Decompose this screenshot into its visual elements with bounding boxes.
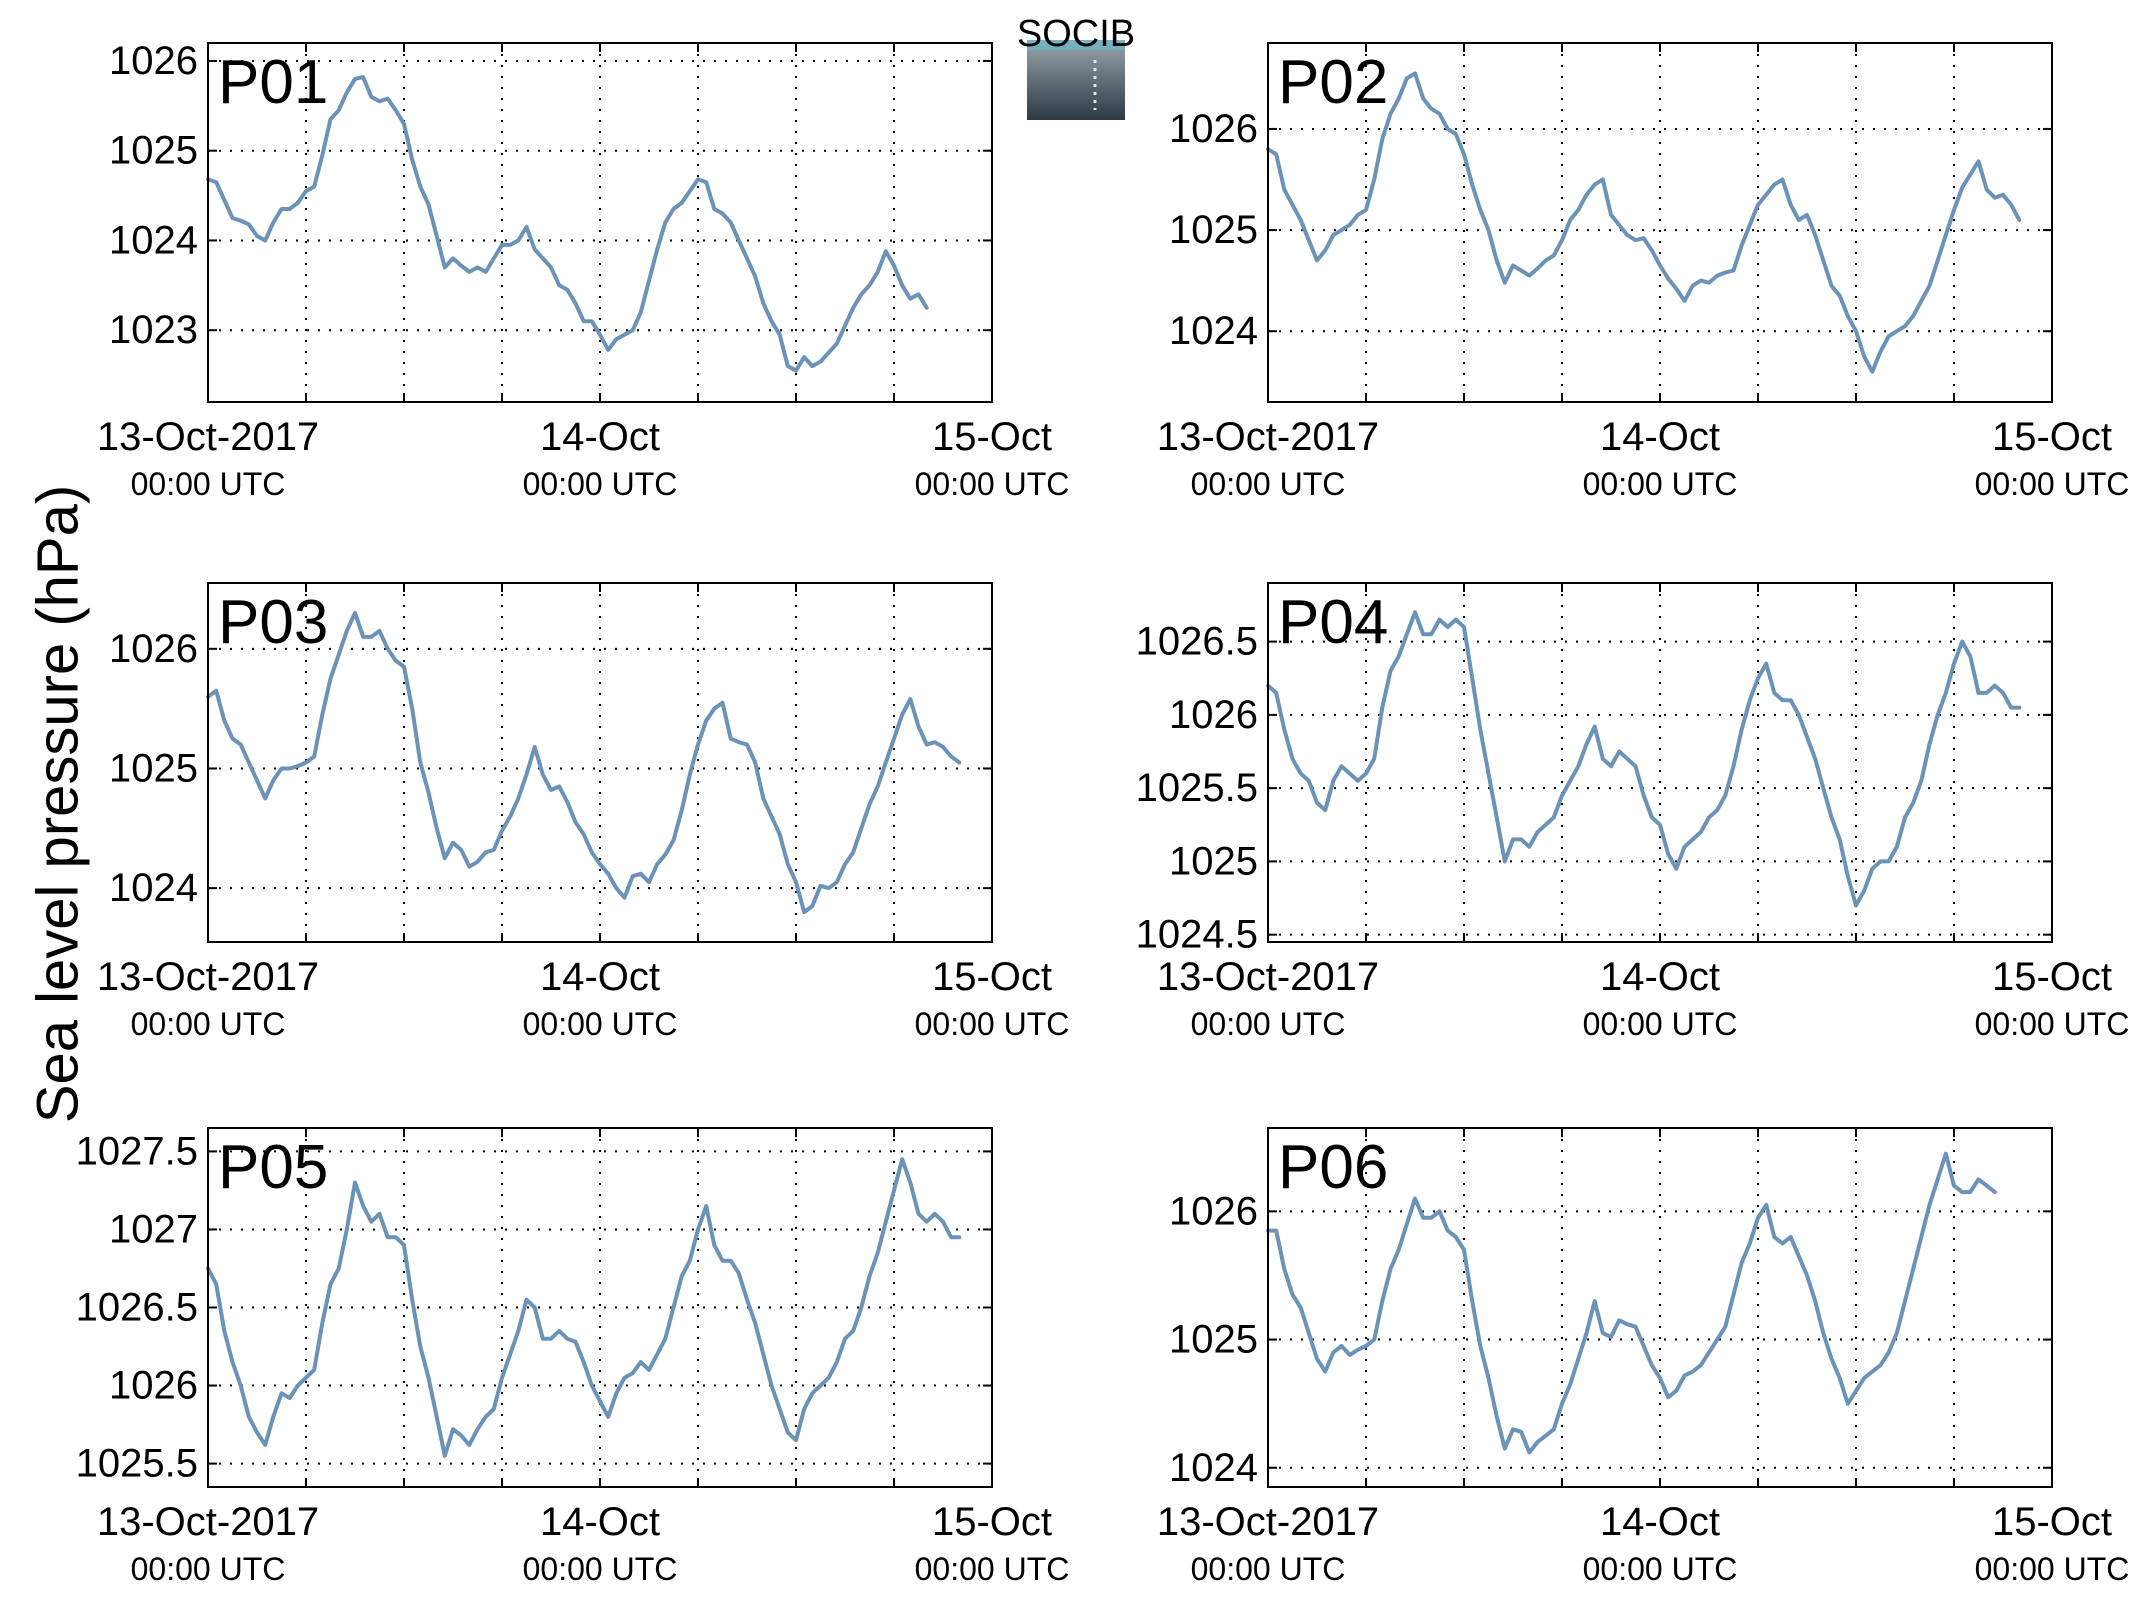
panel-p03: 1024 1025 1026 13-Oct-2017 00:00 UTC 14-Oct 00… — [97, 582, 1070, 1042]
x-tick-time-label: 00:00 UTC — [1975, 1551, 2130, 1587]
logo-waterline — [1027, 40, 1125, 50]
y-tick-label: 1026 — [1169, 1189, 1258, 1233]
x-tick-time-label: 00:00 UTC — [915, 1551, 1070, 1587]
series-line-p02 — [1266, 71, 2022, 374]
y-tick-label: 1025.5 — [76, 1442, 198, 1486]
plot-area — [208, 43, 992, 402]
x-tick-date-label: 13-Oct-2017 — [97, 1500, 319, 1544]
series-line-p03 — [206, 610, 962, 915]
x-tick-date-label: 14-Oct — [1600, 955, 1720, 999]
panel-label-p06: P06 — [1278, 1133, 1388, 1202]
x-tick-time-label: 00:00 UTC — [1583, 1551, 1738, 1587]
panel-label-p01: P01 — [218, 48, 328, 117]
y-tick-label: 1026 — [109, 627, 198, 671]
logo-block — [1027, 40, 1125, 120]
x-tick-time-label: 00:00 UTC — [1583, 466, 1738, 502]
y-tick-label: 1025 — [1169, 1318, 1258, 1362]
y-tick-label: 1026.5 — [76, 1286, 198, 1330]
panel-p04: 1024.5 1025 1025.5 1026 1026.5 13-Oct-2017 00:… — [1136, 582, 2130, 1042]
x-tick-time-label: 00:00 UTC — [1975, 466, 2130, 502]
x-tick-date-label: 15-Oct — [1992, 415, 2112, 459]
x-tick-date-label: 13-Oct-2017 — [1157, 955, 1379, 999]
x-tick-date-label: 13-Oct-2017 — [1157, 415, 1379, 459]
panel-p01: 1023 1024 1025 1026 13-Oct-2017 00:00 UTC 14-O… — [97, 39, 1070, 502]
panel-label-p03: P03 — [218, 588, 328, 657]
panel-p06: 1024 1025 1026 13-Oct-2017 00:00 UTC 14-Oct 00… — [1157, 1127, 2130, 1587]
x-tick-time-label: 00:00 UTC — [1975, 1006, 2130, 1042]
x-tick-date-label: 14-Oct — [1600, 1500, 1720, 1544]
plot-area — [1268, 1128, 2052, 1487]
panel-p02: 1024 1025 1026 13-Oct-2017 00:00 UTC 14-Oct 00… — [1157, 42, 2130, 502]
y-tick-label: 1025 — [109, 129, 198, 173]
panel-label-p04: P04 — [1278, 588, 1388, 657]
x-tick-date-label: 13-Oct-2017 — [97, 955, 319, 999]
y-tick-label: 1026 — [1169, 107, 1258, 151]
panels-group: 1023 1024 1025 1026 13-Oct-2017 00:00 UTC 14-O… — [76, 39, 2130, 1587]
y-tick-label: 1025 — [1169, 839, 1258, 883]
y-tick-label: 1024 — [1169, 309, 1258, 353]
y-tick-label: 1025.5 — [1136, 766, 1258, 810]
x-tick-date-label: 14-Oct — [1600, 415, 1720, 459]
y-tick-label: 1026.5 — [1136, 620, 1258, 664]
series-line-p04 — [1266, 610, 2022, 908]
panel-p05: 1025.5 1026 1026.5 1027 1027.5 13-Oct-2017 00:… — [76, 1127, 1070, 1587]
y-tick-label: 1026 — [1169, 693, 1258, 737]
plot-area — [208, 583, 992, 942]
y-tick-label: 1024 — [1169, 1446, 1258, 1490]
series-line-p01 — [206, 75, 929, 373]
x-tick-date-label: 13-Oct-2017 — [97, 415, 319, 459]
x-tick-time-label: 00:00 UTC — [131, 1006, 286, 1042]
x-tick-date-label: 15-Oct — [932, 1500, 1052, 1544]
y-tick-label: 1025 — [1169, 208, 1258, 252]
x-tick-date-label: 15-Oct — [1992, 1500, 2112, 1544]
series-line-p06 — [1266, 1151, 1997, 1455]
y-tick-label: 1024.5 — [1136, 913, 1258, 957]
x-tick-date-label: 14-Oct — [540, 415, 660, 459]
x-tick-date-label: 15-Oct — [932, 955, 1052, 999]
x-tick-time-label: 00:00 UTC — [131, 1551, 286, 1587]
y-tick-label: 1026 — [109, 39, 198, 83]
x-tick-time-label: 00:00 UTC — [523, 466, 678, 502]
logo-text: SOCIB — [1017, 13, 1135, 55]
x-tick-time-label: 00:00 UTC — [915, 466, 1070, 502]
y-tick-label: 1026 — [109, 1364, 198, 1408]
series-line-p05 — [206, 1157, 962, 1458]
x-tick-time-label: 00:00 UTC — [1583, 1006, 1738, 1042]
shared-y-axis-label: Sea level pressure (hPa) — [26, 485, 91, 1123]
y-tick-label: 1023 — [109, 308, 198, 352]
plot-area — [1268, 583, 2052, 942]
x-tick-time-label: 00:00 UTC — [915, 1006, 1070, 1042]
x-tick-time-label: 00:00 UTC — [523, 1551, 678, 1587]
x-tick-date-label: 15-Oct — [1992, 955, 2112, 999]
y-tick-label: 1024 — [109, 866, 198, 910]
y-tick-label: 1024 — [109, 218, 198, 262]
x-tick-date-label: 13-Oct-2017 — [1157, 1500, 1379, 1544]
x-tick-time-label: 00:00 UTC — [1191, 466, 1346, 502]
x-tick-time-label: 00:00 UTC — [523, 1006, 678, 1042]
x-tick-date-label: 14-Oct — [540, 955, 660, 999]
y-tick-label: 1025 — [109, 746, 198, 790]
y-tick-label: 1027 — [109, 1207, 198, 1251]
x-tick-time-label: 00:00 UTC — [1191, 1551, 1346, 1587]
y-tick-label: 1027.5 — [76, 1129, 198, 1173]
x-tick-date-label: 15-Oct — [932, 415, 1052, 459]
x-tick-date-label: 14-Oct — [540, 1500, 660, 1544]
panel-label-p02: P02 — [1278, 48, 1388, 117]
panel-label-p05: P05 — [218, 1133, 328, 1202]
x-tick-time-label: 00:00 UTC — [131, 466, 286, 502]
socib-logo: SOCIB — [1017, 13, 1135, 120]
x-tick-time-label: 00:00 UTC — [1191, 1006, 1346, 1042]
